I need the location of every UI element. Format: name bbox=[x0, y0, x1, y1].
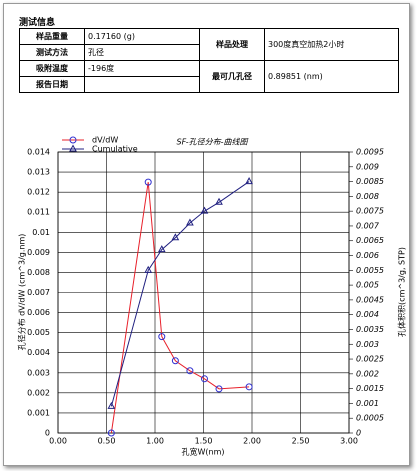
y2-tick-label: 0.006 bbox=[356, 251, 379, 260]
y-tick-label: 0.009 bbox=[27, 248, 50, 257]
data-point bbox=[171, 357, 179, 365]
y2-tick-label: 0.0005 bbox=[356, 414, 384, 423]
y2-tick-label: 0.0055 bbox=[356, 266, 384, 275]
legend-marker bbox=[69, 144, 77, 152]
cell: 最可几孔径 bbox=[199, 60, 265, 93]
y2-tick-label: 0.007 bbox=[356, 221, 380, 230]
y2-tick-label: 0.0035 bbox=[356, 325, 384, 334]
table-row: 报告日期 bbox=[19, 76, 399, 93]
y2-tick-label: 0.0045 bbox=[356, 295, 384, 304]
y-axis-label: 孔径分布 dV/dW (cm^3/g.nm) bbox=[17, 234, 27, 351]
data-point bbox=[158, 333, 166, 341]
legend-label: dV/dW bbox=[92, 136, 118, 145]
cell bbox=[84, 76, 200, 93]
y-tick-label: 0.011 bbox=[27, 208, 50, 217]
y2-tick-label: 0.0085 bbox=[356, 177, 384, 186]
x-tick-label: 1.00 bbox=[146, 437, 164, 446]
data-point bbox=[200, 206, 209, 214]
chart-title: SF-孔径分布-曲线图 bbox=[176, 138, 248, 147]
y2-tick-label: 0.004 bbox=[356, 310, 379, 319]
y2-tick-label: 0.0075 bbox=[356, 207, 384, 216]
data-point bbox=[107, 401, 116, 409]
y-tick-label: 0.004 bbox=[27, 348, 50, 357]
data-point bbox=[144, 265, 153, 273]
y2-tick-label: 0.0065 bbox=[356, 236, 384, 245]
data-point bbox=[215, 197, 223, 205]
y-tick-label: 0.008 bbox=[27, 268, 50, 277]
cell: 0.89851 (nm) bbox=[264, 60, 399, 93]
data-point bbox=[186, 218, 194, 226]
y-tick-label: 0.007 bbox=[27, 288, 50, 297]
y-tick-label: 0.013 bbox=[27, 168, 50, 177]
info-table: 样品重量 0.17160 (g) 样品处理 300度真空加热2小时 测试方法 孔… bbox=[19, 28, 399, 93]
y2-tick-label: 0 bbox=[356, 429, 361, 438]
report-frame: 测试信息 样品重量 0.17160 (g) 样品处理 300度真空加热2小时 测… bbox=[3, 3, 410, 466]
legend-marker bbox=[69, 136, 77, 144]
y-tick-label: 0.001 bbox=[27, 408, 50, 417]
data-point bbox=[200, 375, 208, 383]
y-tick-label: 0 bbox=[45, 429, 50, 438]
data-point bbox=[157, 245, 166, 253]
section-heading: 测试信息 bbox=[19, 18, 56, 28]
y2-tick-label: 0.0095 bbox=[356, 148, 384, 157]
y2-tick-label: 0.008 bbox=[356, 192, 379, 201]
x-tick-label: 2.00 bbox=[243, 437, 261, 446]
y-tick-label: 0.003 bbox=[27, 368, 50, 377]
y2-axis-label: 孔体积积(cm^3/g, STP) bbox=[397, 247, 407, 337]
legend-label: Cumulative bbox=[92, 145, 138, 154]
y2-tick-label: 0.001 bbox=[356, 399, 379, 408]
data-point bbox=[245, 177, 253, 185]
data-point bbox=[171, 233, 180, 241]
y-tick-label: 0.012 bbox=[27, 188, 50, 197]
x-tick-label: 2.50 bbox=[292, 437, 310, 446]
x-axis-label: 孔宽W(nm) bbox=[181, 447, 224, 457]
data-point bbox=[107, 429, 115, 437]
y2-tick-label: 0.005 bbox=[356, 281, 379, 290]
y-tick-label: 0.005 bbox=[27, 328, 50, 337]
table-row: 吸附温度 -196度 最可几孔径 0.89851 (nm) bbox=[19, 60, 399, 93]
cell: 样品处理 bbox=[199, 28, 265, 61]
y-tick-label: 0.01 bbox=[32, 228, 50, 237]
y2-tick-label: 0.0015 bbox=[356, 384, 384, 393]
y2-tick-label: 0.003 bbox=[356, 340, 379, 349]
x-tick-label: 0.50 bbox=[98, 437, 116, 446]
x-tick-label: 1.50 bbox=[195, 437, 213, 446]
x-tick-label: 0.00 bbox=[49, 437, 67, 446]
y2-tick-label: 0.002 bbox=[356, 369, 379, 378]
plot-frame bbox=[57, 151, 350, 434]
y2-tick-label: 0.0025 bbox=[356, 355, 384, 364]
data-point bbox=[245, 383, 253, 391]
y-tick-label: 0.002 bbox=[27, 388, 50, 397]
y-tick-label: 0.014 bbox=[27, 148, 50, 157]
data-point bbox=[215, 385, 223, 393]
series-line bbox=[110, 182, 250, 434]
table-row: 样品重量 0.17160 (g) 样品处理 300度真空加热2小时 bbox=[19, 28, 399, 61]
cell: 300度真空加热2小时 bbox=[264, 28, 399, 61]
data-point bbox=[186, 367, 194, 375]
x-tick-label: 3.00 bbox=[340, 437, 358, 446]
y2-tick-label: 0.009 bbox=[356, 162, 379, 171]
data-point bbox=[144, 178, 152, 186]
y-tick-label: 0.006 bbox=[27, 308, 50, 317]
